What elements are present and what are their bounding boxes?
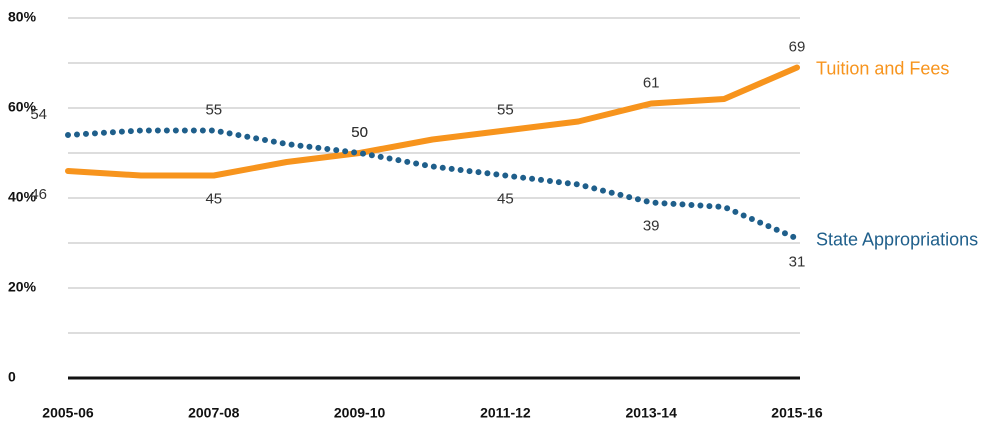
x-tick-label: 2011-12 [480, 405, 531, 421]
y-tick-label: 80% [8, 9, 37, 25]
series-line [65, 127, 800, 242]
data-label: 55 [205, 101, 222, 118]
data-label: 50 [351, 124, 368, 141]
data-label: 69 [789, 38, 806, 55]
data-label: 46 [30, 186, 47, 203]
x-tick-label: 2005-06 [42, 405, 94, 421]
data-label: 50 [351, 124, 368, 141]
data-label: 45 [205, 190, 222, 207]
x-tick-label: 2015-16 [771, 405, 823, 421]
series-name: Tuition and Fees [816, 58, 949, 78]
data-label: 55 [497, 101, 514, 118]
x-tick-label: 2009-10 [334, 405, 386, 421]
y-tick-label: 20% [8, 279, 37, 295]
data-label: 45 [497, 190, 514, 207]
data-label: 31 [789, 253, 806, 270]
data-label: 54 [30, 106, 47, 123]
data-label: 61 [643, 74, 660, 91]
series-name: State Appropriations [816, 229, 978, 249]
x-tick-label: 2013-14 [626, 405, 678, 421]
y-tick-label: 0 [8, 369, 16, 385]
y-tick-label: 40% [8, 189, 37, 205]
series-line [65, 64, 800, 179]
y-tick-label: 60% [8, 99, 37, 115]
x-tick-label: 2007-08 [188, 405, 240, 421]
data-label: 39 [643, 217, 660, 234]
